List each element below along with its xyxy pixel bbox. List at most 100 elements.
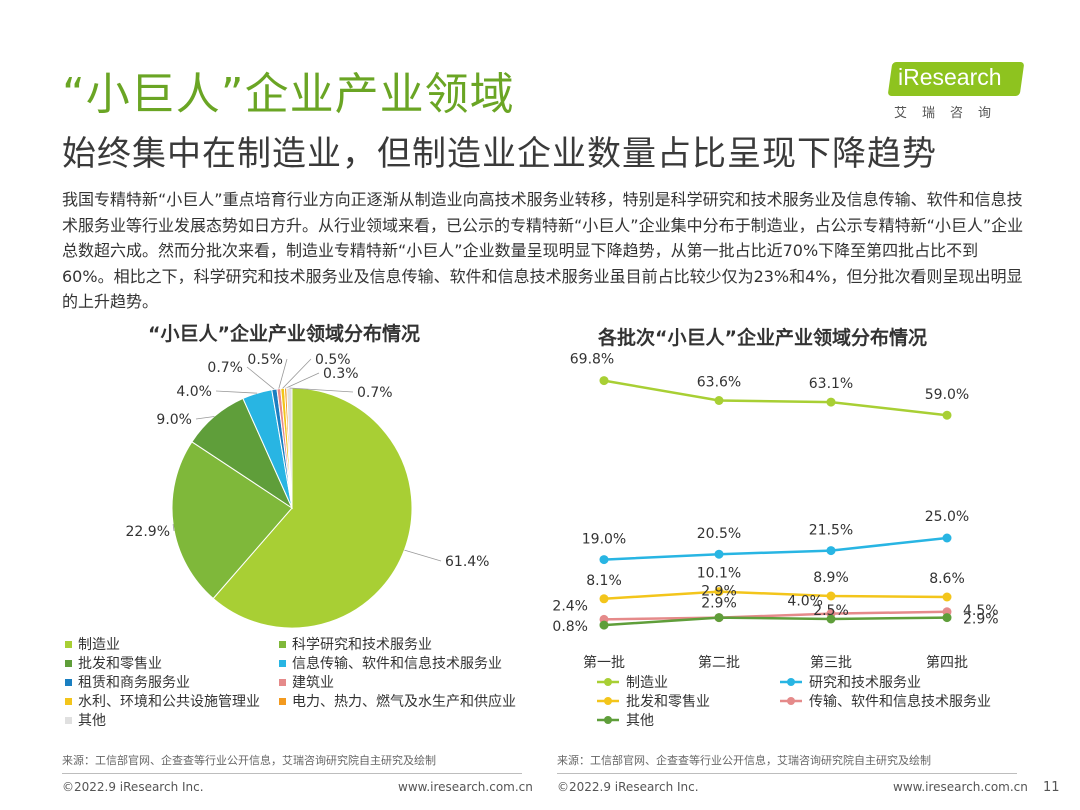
data-label: 4.0% <box>787 594 823 610</box>
data-point <box>599 555 609 565</box>
data-label: 8.1% <box>586 573 622 589</box>
slice-label: 0.3% <box>323 366 359 382</box>
footer-copyright-left: ©2022.9 iResearch Inc. <box>62 780 204 794</box>
footer-divider-right <box>557 773 1017 774</box>
legend-label: 其他 <box>626 713 654 729</box>
data-point <box>942 592 952 602</box>
legend-swatch <box>279 679 286 686</box>
data-label: 2.9% <box>963 612 999 628</box>
intro-paragraph: 我国专精特新“小巨人”重点培育行业方向正逐渐从制造业向高技术服务业转移，特别是科… <box>62 190 1024 311</box>
legend-label: 水利、环境和公共设施管理业 <box>78 694 260 710</box>
data-point <box>826 614 836 624</box>
x-tick-label: 第一批 <box>583 654 625 671</box>
leader-line <box>282 358 312 389</box>
pie-slice <box>212 387 413 629</box>
legend-label: 批发和零售业 <box>626 694 710 710</box>
logo-text: iResearch <box>898 64 1002 90</box>
legend-label: 制造业 <box>78 637 120 653</box>
iresearch-logo: iResearch 艾瑞咨询 <box>887 62 1040 122</box>
data-label: 0.8% <box>552 619 588 635</box>
data-point <box>714 613 724 623</box>
data-label: 21.5% <box>809 523 853 539</box>
legend-label: 传输、软件和信息技术服务业 <box>809 693 991 710</box>
leader-line <box>172 524 175 532</box>
legend-swatch <box>279 641 286 648</box>
legend-label: 建筑业 <box>292 675 334 691</box>
series-line <box>603 616 948 627</box>
legend-marker <box>787 697 795 705</box>
leader-line <box>278 358 288 389</box>
data-point <box>942 410 952 420</box>
data-label: 4.5% <box>963 603 999 619</box>
legend-label: 科学研究和技术服务业 <box>292 637 432 653</box>
data-label: 69.8% <box>570 352 614 368</box>
data-label: 25.0% <box>925 509 969 525</box>
legend-label: 其他 <box>78 713 106 729</box>
data-point <box>714 549 724 559</box>
data-label: 8.6% <box>929 571 965 587</box>
footer-url-right[interactable]: www.iresearch.com.cn <box>893 780 1028 794</box>
legend-label: 批发和零售业 <box>78 656 162 672</box>
footer-url-left[interactable]: www.iresearch.com.cn <box>398 780 533 794</box>
data-label: 20.5% <box>697 526 741 542</box>
page-title: “小巨人”企业产业领域 <box>62 69 515 120</box>
data-label: 2.5% <box>813 603 849 619</box>
legend-swatch <box>65 679 72 686</box>
data-point <box>714 587 724 597</box>
legend-marker <box>604 716 612 724</box>
data-point <box>599 594 609 604</box>
leader-line <box>195 416 215 420</box>
data-label: 2.9% <box>701 596 737 612</box>
slice-label: 22.9% <box>126 524 170 540</box>
data-label: 8.9% <box>813 570 849 586</box>
line-chart: 69.8% 63.6% 63.1% 59.0% 19.0% 20.5% 21.5% 25.0%… <box>552 352 999 729</box>
source-note-right: 来源：工信部官网、企查查等行业公开信息，艾瑞咨询研究院自主研究及绘制 <box>557 754 931 767</box>
series-line <box>603 536 948 561</box>
leader-line <box>289 387 354 393</box>
legend-label: 电力、热力、燃气及水生产和供应业 <box>292 693 516 710</box>
series-line <box>603 590 948 601</box>
data-label: 19.0% <box>582 532 626 548</box>
legend-marker <box>604 678 612 686</box>
leader-line <box>246 366 275 390</box>
slice-label: 9.0% <box>156 412 192 428</box>
line-chart-title: 各批次“小巨人”企业产业领域分布情况 <box>598 327 927 349</box>
data-label: 2.4% <box>552 598 588 614</box>
footer-copyright-right: ©2022.9 iResearch Inc. <box>557 780 699 794</box>
pie-chart: 61.4%22.9%9.0%4.0%0.7% 0.5% 0.5%0.3%0.7%制造… <box>65 352 516 729</box>
legend-label: 制造业 <box>626 675 668 691</box>
series-line <box>603 610 948 621</box>
x-tick-label: 第三批 <box>810 654 852 671</box>
series-line <box>603 379 948 417</box>
data-point <box>826 591 836 601</box>
page-number: 11 <box>1043 780 1060 795</box>
legend-swatch <box>65 660 72 667</box>
data-label: 2.9% <box>701 584 737 600</box>
logo-subtext: 艾瑞咨询 <box>894 106 1007 121</box>
legend-swatch <box>65 717 72 724</box>
data-label: 63.1% <box>809 376 853 392</box>
legend-marker <box>604 697 612 705</box>
slice-label: 0.7% <box>207 360 243 376</box>
footer-divider-left <box>62 773 522 774</box>
x-tick-label: 第四批 <box>926 654 968 671</box>
slice-label: 4.0% <box>176 384 212 400</box>
data-point <box>599 376 609 386</box>
leader-line <box>285 372 320 389</box>
page-subtitle: 始终集中在制造业，但制造业企业数量占比呈现下降趋势 <box>62 134 937 174</box>
leader-line <box>215 390 258 394</box>
data-point <box>599 620 609 630</box>
legend-swatch <box>65 698 72 705</box>
data-label: 10.1% <box>697 566 741 582</box>
source-note-left: 来源：工信部官网、企查查等行业公开信息，艾瑞咨询研究院自主研究及绘制 <box>62 754 436 767</box>
slice-label: 0.7% <box>357 385 393 401</box>
legend-label: 租赁和商务服务业 <box>78 675 190 691</box>
data-point <box>826 546 836 556</box>
data-label: 59.0% <box>925 387 969 403</box>
data-label: 63.6% <box>697 375 741 391</box>
legend-swatch <box>279 660 286 667</box>
legend-swatch <box>65 641 72 648</box>
legend-label: 研究和技术服务业 <box>809 675 921 691</box>
x-tick-label: 第二批 <box>698 654 740 671</box>
leader-line <box>404 549 442 562</box>
